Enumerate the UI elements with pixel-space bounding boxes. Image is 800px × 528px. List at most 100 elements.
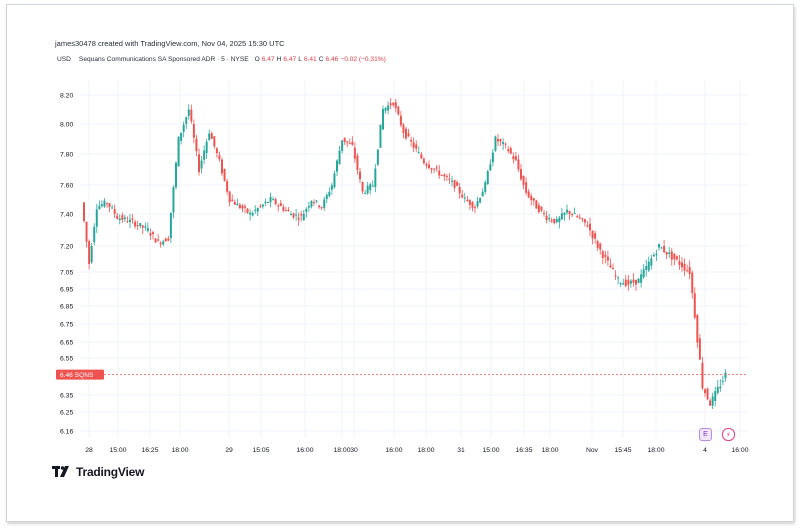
candle-body xyxy=(670,251,673,260)
candle-body xyxy=(146,228,149,232)
x-tick-label: 15:00 xyxy=(482,447,499,454)
y-tick-label: 6.95 xyxy=(60,287,73,294)
candle-body xyxy=(637,278,640,284)
candle-body xyxy=(85,221,88,242)
candle-body xyxy=(514,156,517,161)
x-tick-label: 16:00 xyxy=(296,447,313,454)
chart-frame xyxy=(6,4,794,522)
x-tick-label: 18:00 xyxy=(171,447,188,454)
candle-body xyxy=(678,261,681,265)
candle-body xyxy=(430,168,433,170)
candle-body xyxy=(527,191,530,198)
candle-body xyxy=(440,174,443,176)
candle-body xyxy=(93,226,96,243)
candle-body xyxy=(159,242,162,245)
x-tick-label: 16:00 xyxy=(731,447,748,454)
candle-body xyxy=(223,168,226,181)
candle-body xyxy=(578,217,581,219)
candle-body xyxy=(154,238,157,243)
candle-body xyxy=(545,215,548,221)
y-tick-label: 6.25 xyxy=(60,410,73,417)
candle-body xyxy=(686,270,689,272)
candle-body xyxy=(369,184,372,191)
candle-body xyxy=(599,243,602,250)
candle-body xyxy=(558,217,561,223)
candle-body xyxy=(540,206,543,211)
candle-body xyxy=(714,391,717,401)
candle-body xyxy=(208,133,211,140)
candle-body xyxy=(581,218,584,220)
candle-body xyxy=(683,263,686,271)
candle-body xyxy=(415,144,418,149)
candle-body xyxy=(238,204,241,209)
candle-body xyxy=(586,225,589,227)
x-tick-label: Nov xyxy=(586,447,599,454)
candle-body xyxy=(203,150,206,160)
candle-body xyxy=(497,138,499,142)
candle-body xyxy=(535,200,538,209)
candle-body xyxy=(323,199,326,208)
candle-body xyxy=(668,252,671,255)
candle-body xyxy=(560,213,563,220)
tradingview-logo[interactable]: TradingView xyxy=(52,465,144,479)
candle-body xyxy=(655,253,658,256)
candle-body xyxy=(652,254,655,257)
instrument-title[interactable]: Sequans Communications SA Sponsored ADR … xyxy=(78,56,249,63)
x-tick-label: 15:00 xyxy=(109,447,126,454)
candle-body xyxy=(397,106,400,115)
x-tick-label: 29 xyxy=(225,447,233,454)
x-tick-label: 31 xyxy=(457,447,465,454)
candle-body xyxy=(696,315,699,343)
candle-body xyxy=(330,185,333,190)
candle-body xyxy=(152,232,154,235)
candle-body xyxy=(576,216,579,218)
y-tick-label: 7.40 xyxy=(60,212,73,219)
candle-body xyxy=(236,203,239,206)
candle-body xyxy=(619,283,622,285)
candle-body xyxy=(489,164,492,171)
y-tick-label: 6.16 xyxy=(60,429,73,436)
candle-body xyxy=(126,221,129,223)
candle-body xyxy=(190,109,193,122)
candle-body xyxy=(645,266,648,270)
candle-body xyxy=(121,215,124,220)
candle-body xyxy=(310,200,313,207)
candle-body xyxy=(601,251,604,259)
y-tick-label: 6.65 xyxy=(60,340,73,347)
candle-body xyxy=(83,202,85,222)
x-tick-label: 4 xyxy=(703,447,707,454)
candle-body xyxy=(458,186,461,194)
earnings-marker-button[interactable]: E xyxy=(699,428,712,441)
candle-body xyxy=(517,159,520,170)
candle-body xyxy=(213,136,216,147)
candle-body xyxy=(571,214,574,216)
chart-grid xyxy=(80,80,748,438)
y-tick-label: 8.00 xyxy=(60,122,73,129)
candle-body xyxy=(215,148,218,154)
currency-label: USD xyxy=(57,56,71,63)
candle-body xyxy=(617,277,620,279)
candle-body xyxy=(210,133,213,139)
candle-body xyxy=(249,212,252,215)
candle-body xyxy=(348,143,351,145)
candle-body xyxy=(343,137,346,142)
y-tick-label: 6.85 xyxy=(60,304,73,311)
x-tick-label: 18:00 xyxy=(333,447,350,454)
candle-body xyxy=(111,207,114,209)
candle-body xyxy=(389,103,392,106)
candle-body xyxy=(108,203,111,207)
tradingview-logo-icon xyxy=(52,466,69,477)
bolt-icon[interactable]: ⚡ xyxy=(722,428,735,441)
candle-body xyxy=(632,279,635,283)
y-tick-label: 7.60 xyxy=(60,183,73,190)
y-tick-label: 7.20 xyxy=(60,244,73,251)
candle-body xyxy=(463,197,466,199)
candle-body xyxy=(453,180,456,188)
high-label: H xyxy=(276,56,282,63)
x-tick-label: 28 xyxy=(85,447,93,454)
candle-body xyxy=(261,204,264,207)
candle-body xyxy=(471,202,474,208)
low-value: 6.41 xyxy=(303,56,317,63)
candle-body xyxy=(103,200,106,207)
